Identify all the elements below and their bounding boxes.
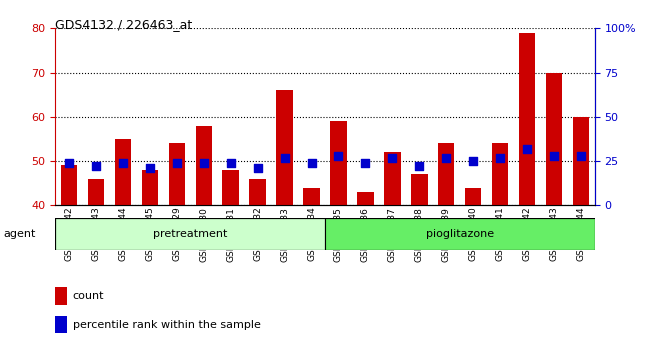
Bar — [55, 316, 67, 333]
Bar — [411, 175, 428, 205]
Bar — [114, 139, 131, 205]
Text: agent: agent — [3, 229, 36, 239]
Bar — [330, 121, 346, 205]
Text: pioglitazone: pioglitazone — [426, 229, 494, 239]
Bar — [492, 143, 508, 205]
Point — [306, 160, 317, 166]
Point — [144, 165, 155, 171]
Bar — [276, 90, 292, 205]
Bar — [60, 166, 77, 205]
Point — [576, 153, 586, 159]
Point — [522, 146, 532, 152]
Point — [226, 160, 236, 166]
Point — [280, 155, 290, 160]
Point — [252, 165, 263, 171]
Bar — [465, 188, 482, 205]
Point — [118, 160, 128, 166]
Bar — [358, 192, 374, 205]
Point — [468, 158, 478, 164]
Point — [360, 160, 370, 166]
Bar — [142, 170, 158, 205]
Text: count: count — [73, 291, 104, 301]
Point — [441, 155, 452, 160]
Bar — [55, 287, 67, 305]
Bar — [325, 218, 595, 250]
Point — [333, 153, 344, 159]
Bar — [546, 73, 562, 205]
Text: GDS4132 / 226463_at: GDS4132 / 226463_at — [55, 18, 192, 31]
Bar — [196, 126, 212, 205]
Bar — [222, 170, 239, 205]
Bar — [304, 188, 320, 205]
Bar — [168, 143, 185, 205]
Point — [90, 164, 101, 169]
Point — [198, 160, 209, 166]
Bar — [250, 179, 266, 205]
Point — [172, 160, 182, 166]
Text: pretreatment: pretreatment — [153, 229, 228, 239]
Point — [495, 155, 506, 160]
Point — [64, 160, 74, 166]
Bar — [55, 218, 325, 250]
Text: percentile rank within the sample: percentile rank within the sample — [73, 320, 261, 330]
Bar — [384, 152, 400, 205]
Bar — [88, 179, 104, 205]
Point — [387, 155, 398, 160]
Point — [549, 153, 560, 159]
Bar — [573, 117, 590, 205]
Bar — [519, 33, 536, 205]
Bar — [438, 143, 454, 205]
Point — [414, 164, 424, 169]
